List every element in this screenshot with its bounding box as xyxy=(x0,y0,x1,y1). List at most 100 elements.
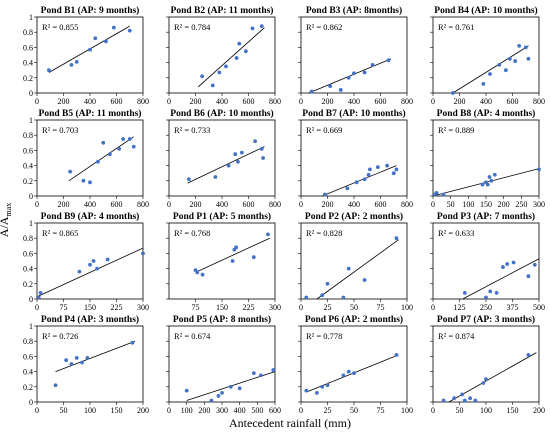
data-point xyxy=(220,390,224,395)
data-point xyxy=(304,388,309,393)
data-point xyxy=(481,81,486,86)
x-tick-label: 300 xyxy=(533,200,545,209)
panel-title: Pond B1 (AP: 9 months) xyxy=(41,5,140,16)
x-tick-label: 400 xyxy=(348,97,360,106)
y-tick-label: 0.4 xyxy=(23,59,33,68)
y-tick-label: 0.4 xyxy=(23,162,33,171)
x-tick-label: 50 xyxy=(350,406,358,415)
panel-title: Pond B5 (AP: 11 months) xyxy=(39,108,142,119)
x-tick-label: 0 xyxy=(35,303,39,312)
data-point xyxy=(346,369,351,374)
scatter-panel: Pond B8 (AP: 4 months) 0 50 100 150 200 250 300… xyxy=(430,108,545,209)
r-squared-label: R² = 0.828 xyxy=(306,228,342,238)
y-tick-label: 0.4 xyxy=(23,368,33,377)
x-tick-label: 600 xyxy=(269,406,281,415)
scatter-panel: Pond P1 (AP: 5 months) 75 150 225 300 R² = 0.… xyxy=(166,211,281,312)
data-point xyxy=(532,262,537,267)
data-point xyxy=(386,58,391,63)
data-point xyxy=(127,137,132,141)
x-tick-label: 75 xyxy=(192,303,200,312)
data-point xyxy=(53,383,58,388)
data-point xyxy=(468,396,472,401)
x-tick-label: 0 xyxy=(299,303,303,312)
scatter-panel: Pond P5 (AP: 8 months) 0 100 200 300 400 500 60… xyxy=(166,314,281,415)
data-point xyxy=(121,137,126,141)
data-point xyxy=(394,167,399,172)
data-point xyxy=(228,384,233,389)
data-point xyxy=(523,45,528,50)
x-tick-label: 100 xyxy=(84,406,96,415)
panel-title: Pond B7 (AP: 10 months) xyxy=(302,108,405,119)
x-tick-label: 0 xyxy=(35,200,39,209)
data-point xyxy=(251,371,256,376)
y-tick-label: 0 xyxy=(29,89,33,98)
data-point xyxy=(210,83,215,88)
data-point xyxy=(462,291,467,295)
data-point xyxy=(209,398,214,403)
data-point xyxy=(230,259,235,263)
data-point xyxy=(489,178,494,183)
scatter-panel: Pond P3 (AP: 7 months) 0 125 250 375 500 R² = … xyxy=(430,211,545,312)
x-tick-label: 200 xyxy=(198,406,210,415)
data-point xyxy=(213,175,218,179)
r-squared-label: R² = 0.874 xyxy=(438,331,475,341)
data-point xyxy=(394,352,399,357)
data-point xyxy=(88,180,92,185)
x-tick-label: 150 xyxy=(507,406,519,415)
panel-title: Pond P4 (AP: 3 months) xyxy=(41,314,139,325)
data-point xyxy=(507,56,512,61)
x-tick-label: 0 xyxy=(299,406,303,415)
y-tick-label: 0 xyxy=(29,192,33,201)
data-point xyxy=(68,169,73,174)
r-squared-label: R² = 0.726 xyxy=(42,331,78,341)
data-point xyxy=(131,144,136,149)
r-squared-label: R² = 0.733 xyxy=(174,125,210,135)
r-squared-label: R² = 0.855 xyxy=(42,22,78,32)
r-squared-label: R² = 0.768 xyxy=(174,228,210,238)
data-point xyxy=(391,171,396,176)
data-point xyxy=(309,89,314,94)
y-tick-label: 0.8 xyxy=(23,28,33,37)
data-point xyxy=(95,266,99,271)
data-point xyxy=(328,84,333,89)
data-point xyxy=(74,356,79,360)
r-squared-label: R² = 0.784 xyxy=(174,22,211,32)
y-tick-label: 0.6 xyxy=(23,43,33,52)
data-point xyxy=(511,260,516,265)
x-tick-label: 0 xyxy=(431,303,435,312)
data-point xyxy=(503,68,508,73)
panel-title: Pond P6 (AP: 2 months) xyxy=(305,314,403,325)
data-point xyxy=(104,39,108,44)
y-tick-label: 1 xyxy=(29,116,33,125)
data-point xyxy=(47,68,51,73)
scatter-panel: Pond B9 (AP: 4 months) 0 0.2 0.4 0.6 0.8 1 0 75 1… xyxy=(23,211,149,312)
data-point xyxy=(85,356,90,360)
data-point xyxy=(526,352,531,357)
x-tick-label: 300 xyxy=(269,303,281,312)
scatter-panel: Pond B5 (AP: 11 months) 0 0.2 0.4 0.6 0.8 1 0 20… xyxy=(23,108,149,209)
data-point xyxy=(195,270,200,275)
data-point xyxy=(217,70,222,75)
data-point xyxy=(216,394,221,398)
x-tick-label: 225 xyxy=(111,303,123,312)
data-point xyxy=(141,251,145,256)
trend-line xyxy=(195,237,270,273)
data-point xyxy=(341,295,346,300)
y-tick-label: 1 xyxy=(29,322,33,331)
y-tick-label: 0.8 xyxy=(23,337,33,346)
data-point xyxy=(481,381,486,385)
data-point xyxy=(266,232,270,237)
x-tick-label: 400 xyxy=(84,200,96,209)
x-tick-label: 200 xyxy=(137,406,149,415)
x-tick-label: 600 xyxy=(507,97,519,106)
x-tick-label: 150 xyxy=(84,303,96,312)
data-point xyxy=(81,178,86,183)
x-tick-label: 800 xyxy=(533,97,545,106)
panel-title: Pond P7 (AP: 3 months) xyxy=(437,314,535,325)
scatter-panel: Pond P4 (AP: 3 months) 0 0.2 0.4 0.6 0.8 1 0 50 1… xyxy=(23,314,149,415)
data-point xyxy=(375,165,380,170)
data-point xyxy=(236,159,240,164)
panel-title: Pond P3 (AP: 7 months) xyxy=(437,211,535,222)
trend-line xyxy=(462,258,540,300)
x-tick-label: 200 xyxy=(190,200,202,209)
